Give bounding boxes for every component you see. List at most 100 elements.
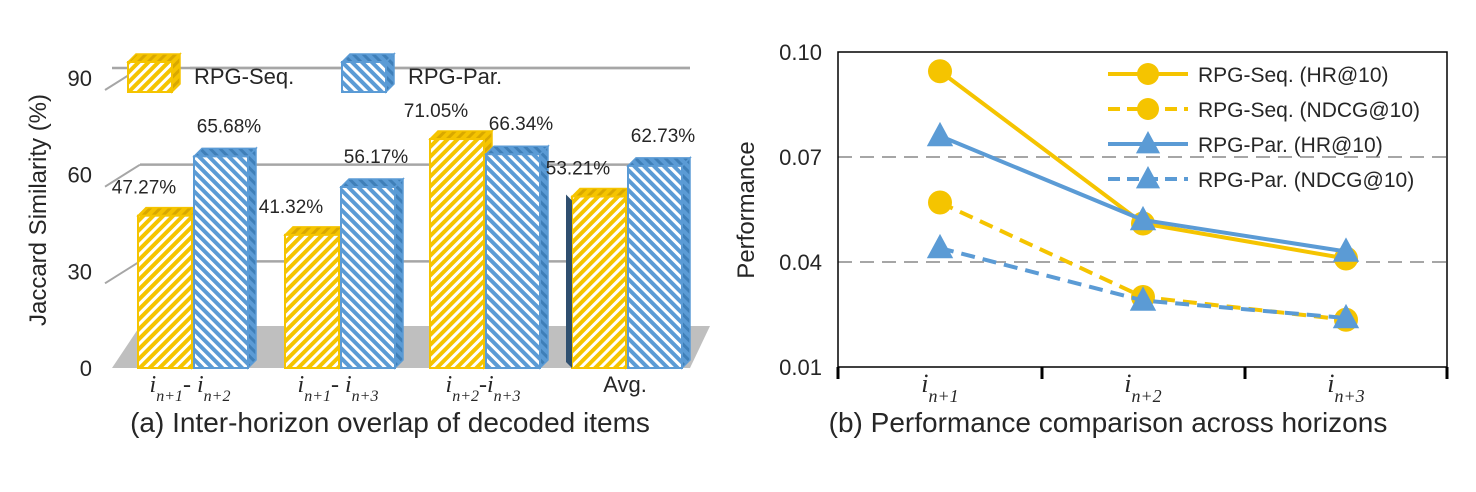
bar-front bbox=[485, 153, 541, 369]
bar-value-label: 71.05% bbox=[404, 101, 469, 122]
series-3 bbox=[926, 233, 1360, 329]
marker-circle bbox=[1137, 98, 1159, 120]
x-tick-label: Avg. bbox=[603, 372, 647, 397]
bar-front bbox=[627, 164, 683, 369]
bar-top bbox=[570, 187, 636, 198]
bar-value-label: 66.34% bbox=[489, 114, 554, 135]
y-tick-label: 0.10 bbox=[779, 40, 822, 65]
legend-swatch bbox=[127, 61, 173, 93]
bar-value-label: 65.68% bbox=[197, 116, 262, 137]
bar-chart-panel: 0 30 60 90 47.27% 65.68% 41.32% 56.17% 71.05% 66… bbox=[25, 52, 710, 438]
legend-item: RPG-Par. (HR@10) bbox=[1108, 131, 1383, 157]
chart-floor bbox=[112, 326, 710, 368]
legend: RPG-Seq. RPG-Par. bbox=[112, 52, 690, 94]
y-tick-labels: 0 30 60 90 bbox=[68, 66, 92, 381]
floor-plane bbox=[112, 326, 710, 368]
x-tick-label: in+1 bbox=[921, 369, 958, 406]
bar-top bbox=[283, 226, 349, 236]
bar-value-label: 53.21% bbox=[546, 159, 611, 180]
y-tick-label: 30 bbox=[68, 259, 92, 284]
bar-front bbox=[284, 233, 340, 369]
x-tick-labels: in+1- in+2 in+1- in+3 in+2-in+3 Avg. bbox=[150, 372, 647, 405]
line-chart-panel: 0.01 0.04 0.07 0.10 in+1 in+2 in+3 RPG-Seq. (… bbox=[733, 40, 1449, 438]
bar-seq bbox=[283, 225, 349, 370]
legend: RPG-Seq. (HR@10) RPG-Seq. (NDCG@10) RPG-Pa… bbox=[1108, 63, 1420, 192]
bar-front bbox=[571, 195, 627, 369]
bar-side bbox=[247, 146, 257, 370]
bar-par bbox=[192, 146, 258, 370]
bar-top bbox=[428, 130, 494, 140]
marker-triangle bbox=[1135, 166, 1161, 189]
legend-swatch bbox=[341, 61, 387, 93]
x-tick-label: in+1- in+3 bbox=[298, 372, 379, 405]
marker-circle bbox=[1137, 63, 1159, 85]
legend-label: RPG-Seq. (HR@10) bbox=[1198, 64, 1389, 87]
bar-side bbox=[681, 156, 691, 370]
marker-triangle bbox=[1135, 131, 1161, 154]
legend-label: RPG-Par. (HR@10) bbox=[1198, 134, 1383, 157]
bar-side bbox=[394, 177, 404, 370]
x-tick-label: in+1- in+2 bbox=[150, 372, 231, 405]
legend-label: RPG-Seq. (NDCG@10) bbox=[1198, 99, 1420, 122]
y-tick-label: 0.07 bbox=[779, 145, 822, 170]
legend-label: RPG-Par. bbox=[408, 64, 502, 89]
marker-triangle bbox=[1332, 237, 1360, 262]
bar-front bbox=[137, 214, 193, 369]
y-axis-label: Performance bbox=[733, 141, 760, 278]
y-tick-label: 0.01 bbox=[779, 355, 822, 380]
legend-item: RPG-Seq. bbox=[126, 52, 294, 94]
bar-par bbox=[626, 156, 692, 370]
bars: 47.27% 65.68% 41.32% 56.17% 71.05% 66.34% 53.2… bbox=[112, 101, 696, 370]
y-tick-labels: 0.01 0.04 0.07 0.10 bbox=[779, 40, 822, 380]
marker-triangle bbox=[1129, 286, 1157, 311]
marker-triangle bbox=[926, 121, 954, 147]
y-tick-label: 60 bbox=[68, 163, 92, 188]
bar-top bbox=[484, 145, 550, 155]
legend-item: RPG-Par. (NDCG@10) bbox=[1108, 166, 1414, 192]
bar-seq bbox=[428, 129, 494, 370]
x-tick-label: in+3 bbox=[1327, 369, 1364, 406]
y-tick-label: 0.04 bbox=[779, 250, 822, 275]
gridline-diagonal bbox=[104, 163, 141, 188]
bar-value-label: 41.32% bbox=[259, 197, 324, 218]
bar-value-label: 47.27% bbox=[112, 178, 177, 199]
bar-front bbox=[193, 155, 249, 369]
bar-top bbox=[339, 178, 405, 188]
y-axis-label: Jaccard Similarity (%) bbox=[25, 94, 52, 326]
caption-a: (a) Inter-horizon overlap of decoded ite… bbox=[130, 407, 650, 438]
bar-top bbox=[136, 206, 202, 217]
x-tick-labels: in+1 in+2 in+3 bbox=[836, 367, 1449, 406]
marker-circle bbox=[928, 190, 952, 215]
series-lines bbox=[926, 59, 1360, 332]
marker-triangle bbox=[1129, 205, 1157, 231]
marker-circle bbox=[928, 59, 952, 84]
bar-top bbox=[192, 147, 258, 158]
bar-shadow bbox=[566, 194, 572, 368]
legend-item: RPG-Seq. (NDCG@10) bbox=[1108, 98, 1420, 122]
caption-b: (b) Performance comparison across horizo… bbox=[829, 407, 1388, 438]
legend-swatch-top bbox=[340, 53, 396, 63]
bar-front bbox=[340, 186, 396, 369]
x-tick-label: in+2-in+3 bbox=[446, 372, 521, 405]
marker-triangle bbox=[926, 233, 954, 259]
marker-triangle bbox=[1332, 303, 1360, 329]
y-tick-label: 0 bbox=[80, 356, 92, 381]
series-0 bbox=[928, 59, 1358, 271]
bar-par bbox=[339, 177, 405, 370]
bar-front bbox=[429, 138, 485, 369]
bar-seq bbox=[570, 186, 636, 370]
bar-value-label: 62.73% bbox=[631, 126, 696, 147]
bar-seq bbox=[136, 205, 202, 370]
bar-par bbox=[484, 144, 550, 370]
legend-item: RPG-Par. bbox=[340, 52, 502, 94]
plot-frame bbox=[837, 51, 1448, 368]
legend-item: RPG-Seq. (HR@10) bbox=[1108, 63, 1389, 87]
x-tick-label: in+2 bbox=[1124, 369, 1161, 406]
legend-label: RPG-Seq. bbox=[194, 64, 294, 89]
gridline-diagonal bbox=[104, 260, 141, 285]
bar-top bbox=[626, 157, 692, 167]
legend-swatch-top bbox=[126, 53, 182, 63]
series-2 bbox=[926, 121, 1360, 262]
y-tick-label: 90 bbox=[68, 66, 92, 91]
